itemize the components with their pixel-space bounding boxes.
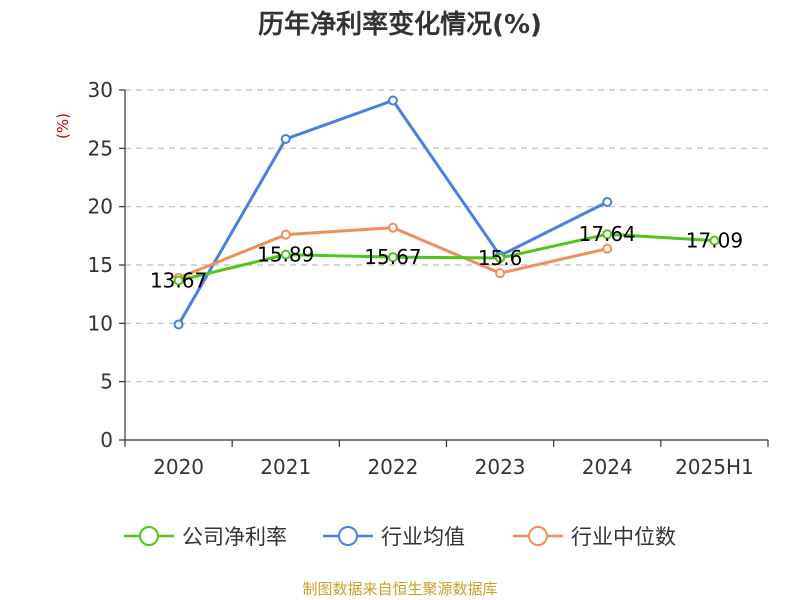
legend-marker xyxy=(338,526,358,546)
data-label: 15.6 xyxy=(478,246,523,270)
y-tick-labels: 0 5 10 15 20 25 30 xyxy=(88,78,113,452)
data-point xyxy=(387,222,398,233)
series-line xyxy=(178,232,715,282)
series-points xyxy=(173,95,720,330)
y-tick-label: 20 xyxy=(88,195,113,219)
y-tick-label: 15 xyxy=(88,253,113,277)
legend-label: 公司净利率 xyxy=(182,525,287,549)
x-tick-label: 2021 xyxy=(260,455,311,479)
data-label: 15.67 xyxy=(364,245,421,269)
x-tick-label: 2024 xyxy=(582,455,633,479)
data-label: 13.67 xyxy=(150,269,207,293)
y-tick-label: 25 xyxy=(88,136,113,160)
y-tick-label: 0 xyxy=(100,428,113,452)
x-tick-label: 2023 xyxy=(475,455,526,479)
data-point xyxy=(173,275,184,286)
grid-lines xyxy=(125,89,768,383)
data-point xyxy=(387,252,398,263)
y-axis-unit: (%) xyxy=(54,113,72,139)
data-point xyxy=(387,95,398,106)
data-label: 17.09 xyxy=(686,229,743,253)
x-tick-label: 2020 xyxy=(153,455,204,479)
x-tick-labels: 2020 2021 2022 2023 2024 2025H1 xyxy=(153,455,754,479)
data-point xyxy=(495,253,506,263)
series-lines xyxy=(177,99,715,326)
legend: 公司净利率 行业均值 行业中位数 xyxy=(124,525,676,549)
data-point xyxy=(495,268,506,279)
legend-marker xyxy=(139,526,159,546)
source-note: 制图数据来自恒生聚源数据库 xyxy=(302,580,497,598)
series-line xyxy=(177,99,608,326)
y-tick-label: 30 xyxy=(88,78,113,102)
y-tick-label: 5 xyxy=(100,370,113,394)
data-point xyxy=(602,197,613,207)
data-label: 15.89 xyxy=(257,243,314,267)
y-tick-label: 10 xyxy=(88,311,113,335)
axes xyxy=(119,89,769,447)
legend-label: 行业中位数 xyxy=(571,525,676,549)
data-labels: 13.67 15.89 15.67 15.6 17.64 17.09 xyxy=(150,222,743,292)
x-tick-label: 2022 xyxy=(367,455,418,479)
x-tick-label: 2025H1 xyxy=(675,455,754,479)
data-point xyxy=(280,134,291,144)
data-label: 17.64 xyxy=(579,222,636,246)
data-point xyxy=(602,229,613,240)
data-point xyxy=(173,319,184,330)
legend-marker xyxy=(528,526,548,546)
legend-label: 行业均值 xyxy=(381,525,465,549)
data-point xyxy=(602,243,613,254)
chart-title: 历年净利率变化情况(%) xyxy=(258,9,542,40)
data-point xyxy=(280,249,291,260)
data-point xyxy=(280,229,291,240)
data-point xyxy=(709,235,720,246)
